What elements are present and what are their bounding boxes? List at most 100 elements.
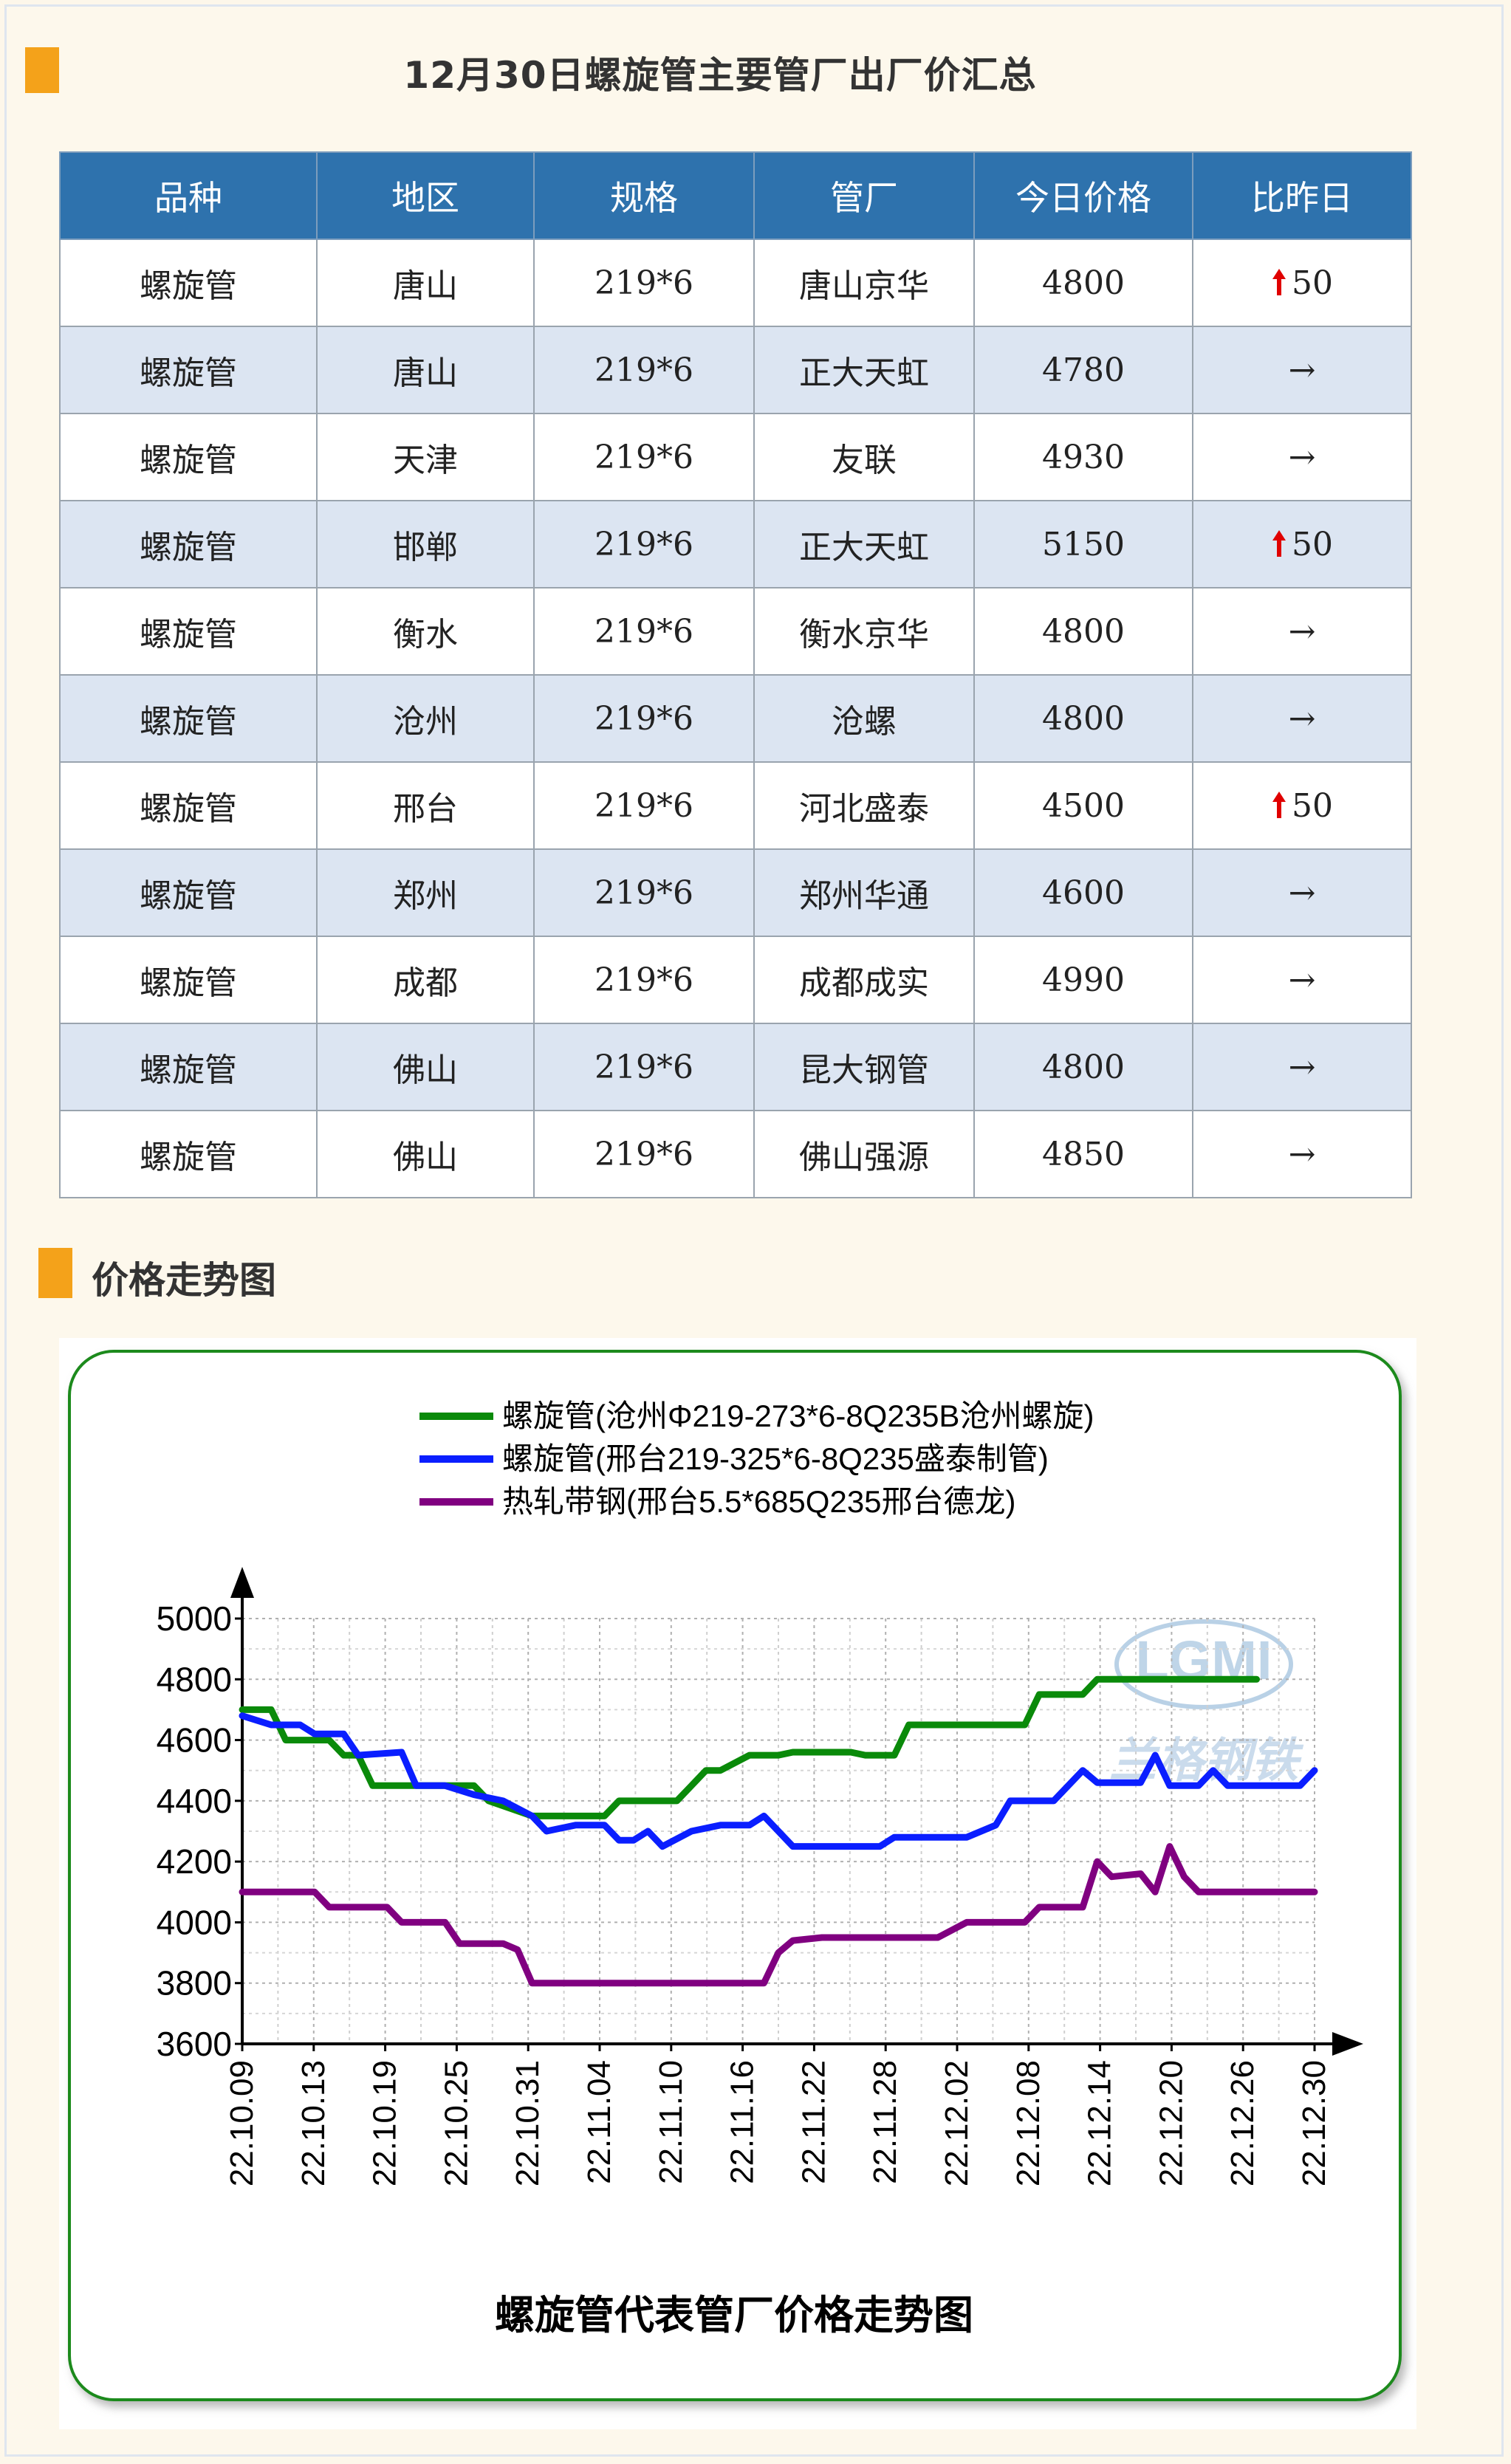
cell-spec: 219*6: [533, 936, 755, 1024]
legend-label: 螺旋管(邢台219-325*6-8Q235盛泰制管): [502, 1441, 1049, 1476]
cell-product: 螺旋管: [59, 413, 318, 501]
cell-change: 50: [1192, 761, 1412, 850]
up-arrow-icon: [1271, 264, 1287, 302]
cell-spec: 219*6: [533, 1023, 755, 1111]
cell-change: →: [1192, 848, 1412, 937]
cell-region: 邢台: [316, 761, 535, 850]
cell-region: 郑州: [316, 848, 535, 937]
x-tick-label: 22.10.19: [367, 2060, 403, 2186]
cell-price: 4800: [973, 674, 1193, 763]
page-title: 12月30日螺旋管主要管厂出厂价汇总: [403, 54, 1037, 97]
cell-change: →: [1192, 674, 1412, 763]
column-header-price: 今日价格: [973, 151, 1193, 240]
cell-change: →: [1192, 326, 1412, 414]
cell-spec: 219*6: [533, 761, 755, 850]
cell-product: 螺旋管: [59, 936, 318, 1024]
cell-region: 佛山: [316, 1110, 535, 1198]
x-tick-label: 22.12.08: [1010, 2060, 1046, 2186]
x-tick-label: 22.11.22: [795, 2060, 832, 2184]
cell-change: 50: [1192, 238, 1412, 327]
x-axis-arrow-icon: [1332, 2032, 1363, 2056]
cell-product: 螺旋管: [59, 674, 318, 763]
cell-change: 50: [1192, 500, 1412, 588]
table-row: 螺旋管 天津 219*6 友联 4930 →: [59, 413, 1412, 501]
price-table: 品种 地区 规格 管厂 今日价格 比昨日 螺旋管 唐山 219*6 唐山京华 4800 5…: [59, 151, 1412, 1198]
cell-change: →: [1192, 1023, 1412, 1111]
column-header-product: 品种: [59, 151, 318, 240]
cell-price: 4800: [973, 587, 1193, 676]
cell-change: →: [1192, 936, 1412, 1024]
y-tick-label: 4600: [157, 1721, 232, 1760]
series-line: [239, 1712, 1318, 1850]
chart-legend: 螺旋管(沧州Φ219-273*6-8Q235B沧州螺旋) 螺旋管(邢台219-32…: [419, 1399, 1094, 1519]
cell-price: 4930: [973, 413, 1193, 501]
cell-region: 衡水: [316, 587, 535, 676]
y-axis-arrow-icon: [230, 1567, 254, 1598]
price-trend-chart: 螺旋管(沧州Φ219-273*6-8Q235B沧州螺旋) 螺旋管(邢台219-32…: [68, 1350, 1402, 2401]
x-tick-label: 22.10.13: [295, 2060, 332, 2186]
y-tick-label: 3600: [157, 2025, 232, 2063]
table-row: 螺旋管 佛山 219*6 佛山强源 4850 →: [59, 1110, 1412, 1198]
cell-spec: 219*6: [533, 326, 755, 414]
cell-mill: 正大天虹: [753, 326, 975, 414]
cell-mill: 昆大钢管: [753, 1023, 975, 1111]
title-accent-bar: [25, 47, 59, 93]
chart-axes: 3600 3800 4000 4200 4400 4600 4800 5000 22.10.09…: [157, 1567, 1363, 2186]
cell-mill: 正大天虹: [753, 500, 975, 588]
column-header-region: 地区: [316, 151, 535, 240]
chart-series: [239, 1675, 1318, 1987]
column-header-mill: 管厂: [753, 151, 975, 240]
cell-price: 5150: [973, 500, 1193, 588]
y-tick-label: 3800: [157, 1964, 232, 2003]
table-row: 螺旋管 成都 219*6 成都成实 4990 →: [59, 936, 1412, 1024]
x-tick-label: 22.12.30: [1296, 2060, 1332, 2186]
cell-mill: 沧螺: [753, 674, 975, 763]
x-tick-label: 22.11.04: [581, 2060, 617, 2184]
chart-grid: [241, 1618, 1315, 2045]
cell-region: 天津: [316, 413, 535, 501]
column-header-spec: 规格: [533, 151, 755, 240]
cell-price: 4600: [973, 848, 1193, 937]
table-row: 螺旋管 邯郸 219*6 正大天虹 5150 50: [59, 500, 1412, 588]
table-row: 螺旋管 唐山 219*6 正大天虹 4780 →: [59, 326, 1412, 414]
cell-spec: 219*6: [533, 500, 755, 588]
x-tick-label: 22.11.28: [867, 2060, 903, 2184]
legend-label: 螺旋管(沧州Φ219-273*6-8Q235B沧州螺旋): [502, 1399, 1094, 1433]
table-row: 螺旋管 郑州 219*6 郑州华通 4600 →: [59, 848, 1412, 937]
cell-spec: 219*6: [533, 674, 755, 763]
y-tick-label: 4800: [157, 1660, 232, 1698]
cell-spec: 219*6: [533, 848, 755, 937]
cell-price: 4850: [973, 1110, 1193, 1198]
series-line: [239, 1843, 1318, 1987]
y-tick-label: 4400: [157, 1782, 232, 1820]
cell-spec: 219*6: [533, 238, 755, 327]
x-tick-label: 22.11.16: [724, 2060, 761, 2184]
cell-price: 4990: [973, 936, 1193, 1024]
cell-price: 4780: [973, 326, 1193, 414]
cell-mill: 河北盛泰: [753, 761, 975, 850]
cell-price: 4800: [973, 238, 1193, 327]
cell-product: 螺旋管: [59, 587, 318, 676]
cell-price: 4500: [973, 761, 1193, 850]
section-title: 价格走势图: [92, 1259, 276, 1302]
chart-border: [68, 1350, 1402, 2401]
up-arrow-icon: [1271, 526, 1287, 563]
cell-product: 螺旋管: [59, 500, 318, 588]
x-tick-label: 22.12.02: [939, 2060, 975, 2186]
table-body: 螺旋管 唐山 219*6 唐山京华 4800 50 螺旋管 唐山 219*6 正大天虹 4780 → 螺…: [59, 238, 1412, 1198]
cell-region: 沧州: [316, 674, 535, 763]
cell-region: 成都: [316, 936, 535, 1024]
cell-mill: 郑州华通: [753, 848, 975, 937]
up-arrow-icon: [1271, 787, 1287, 825]
y-tick-label: 5000: [157, 1599, 232, 1638]
y-tick-label: 4200: [157, 1842, 232, 1881]
x-tick-label: 22.12.20: [1153, 2060, 1189, 2186]
cell-product: 螺旋管: [59, 326, 318, 414]
cell-spec: 219*6: [533, 413, 755, 501]
cell-change: →: [1192, 1110, 1412, 1198]
x-tick-label: 22.10.31: [510, 2060, 546, 2186]
x-tick-label: 22.12.14: [1082, 2060, 1118, 2186]
x-tick-label: 22.12.26: [1224, 2060, 1261, 2186]
table-header-row: 品种 地区 规格 管厂 今日价格 比昨日: [59, 151, 1412, 240]
cell-region: 邯郸: [316, 500, 535, 588]
